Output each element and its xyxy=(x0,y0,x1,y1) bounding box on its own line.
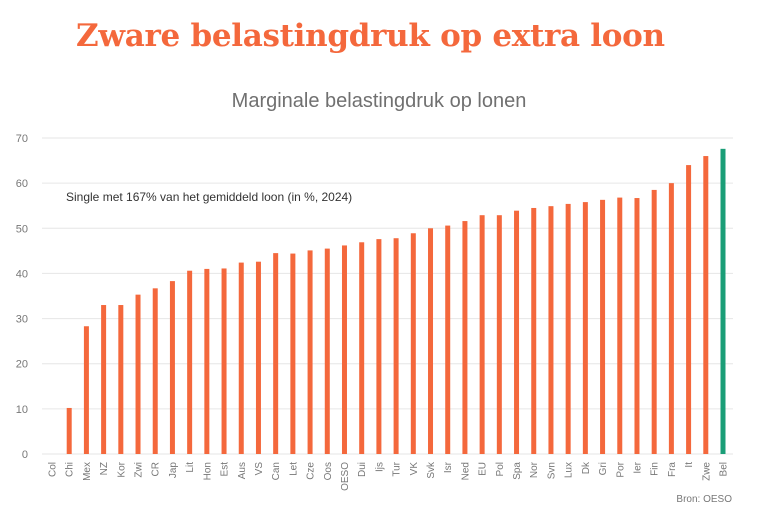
bar-can xyxy=(273,253,279,454)
x-tick-label: Zwe xyxy=(701,462,712,481)
x-tick-label: VS xyxy=(254,462,265,476)
bar-svn xyxy=(548,206,554,454)
bar-dk xyxy=(582,202,588,454)
bar-dui xyxy=(359,242,365,454)
bar-zwi xyxy=(135,294,141,454)
x-tick-label: Mex xyxy=(82,462,93,481)
y-tick-label: 10 xyxy=(16,404,28,416)
bar-fra xyxy=(668,183,674,454)
bar-oos xyxy=(324,248,330,454)
bar-oeso xyxy=(341,245,347,454)
bar-nor xyxy=(531,207,537,454)
bar-chi xyxy=(66,407,72,454)
bar-vs xyxy=(255,261,261,454)
bar-por xyxy=(617,197,623,455)
x-tick-label: Zwi xyxy=(134,462,145,478)
y-tick-label: 20 xyxy=(16,359,28,371)
source-note: Bron: OESO xyxy=(676,494,732,505)
bar-bel xyxy=(720,148,726,454)
bar-ier xyxy=(634,198,640,454)
y-tick-label: 30 xyxy=(16,314,28,326)
bar-lit xyxy=(187,270,193,454)
bar-gri xyxy=(600,199,606,454)
bar-lux xyxy=(565,203,571,454)
y-tick-label: 60 xyxy=(16,178,28,190)
bar-eu xyxy=(479,215,485,454)
bar-tur xyxy=(393,238,399,454)
bar-vk xyxy=(410,233,416,454)
x-tick-label: Svn xyxy=(546,462,557,479)
bar-svk xyxy=(428,228,434,454)
x-tick-label: Ijs xyxy=(374,462,385,472)
x-tick-label: Gri xyxy=(598,462,609,475)
bar-hon xyxy=(204,268,210,454)
x-tick-label: OESO xyxy=(340,462,351,491)
x-tick-label: Por xyxy=(615,461,626,477)
bar-cze xyxy=(307,250,313,454)
headline: Zware belastingdruk op extra loon xyxy=(76,18,665,54)
x-tick-label: Lit xyxy=(185,462,196,473)
x-tick-label: It xyxy=(684,462,695,468)
x-tick-label: Fin xyxy=(650,462,661,476)
bar-it xyxy=(686,165,692,455)
bar-let xyxy=(290,253,296,454)
x-tick-label: Oos xyxy=(323,462,334,480)
y-tick-label: 40 xyxy=(16,268,28,280)
x-tick-label: Aus xyxy=(237,462,248,479)
bar-aus xyxy=(238,262,244,454)
x-tick-label: Dui xyxy=(357,462,368,477)
x-tick-label: Chi xyxy=(65,462,76,477)
bar-isr xyxy=(445,225,451,454)
x-tick-label: Bel xyxy=(719,462,730,476)
x-tick-label: Nor xyxy=(529,461,540,478)
bar-ned xyxy=(462,221,468,454)
x-tick-label: Dk xyxy=(581,461,592,474)
chart-annotation: Single met 167% van het gemiddeld loon (… xyxy=(66,190,353,204)
x-tick-label: Let xyxy=(288,462,299,476)
y-tick-label: 70 xyxy=(16,133,28,145)
x-tick-label: Hon xyxy=(202,462,213,480)
bar-mex xyxy=(83,326,89,454)
x-tick-label: Est xyxy=(220,462,231,477)
bar-jap xyxy=(169,281,175,454)
bar-spa xyxy=(514,210,520,454)
y-tick-label: 0 xyxy=(22,449,28,461)
bar-ijs xyxy=(376,239,382,454)
bar-fin xyxy=(651,189,657,454)
x-tick-label: Svk xyxy=(426,461,437,479)
x-tick-label: Can xyxy=(271,462,282,480)
x-tick-label: Ned xyxy=(460,462,471,480)
x-tick-label: Lux xyxy=(564,462,575,478)
x-tick-label: Fra xyxy=(667,462,678,477)
y-tick-label: 50 xyxy=(16,223,28,235)
bar-est xyxy=(221,268,227,454)
bar-pol xyxy=(496,215,502,454)
bar-kor xyxy=(118,305,124,454)
bar-nz xyxy=(101,305,107,454)
x-tick-label: Spa xyxy=(512,462,523,480)
x-tick-label: Isr xyxy=(443,461,454,473)
bar-zwe xyxy=(703,156,709,455)
chart-title: Marginale belastingdruk op lonen xyxy=(231,90,527,112)
x-tick-label: Jap xyxy=(168,462,179,479)
x-tick-label: NZ xyxy=(99,462,110,475)
x-tick-label: CR xyxy=(151,462,162,476)
x-tick-label: Tur xyxy=(392,461,403,476)
x-tick-label: EU xyxy=(478,462,489,476)
x-tick-label: Ier xyxy=(632,461,643,473)
x-tick-label: Cze xyxy=(306,462,317,480)
x-tick-label: VK xyxy=(409,462,420,476)
x-tick-label: Kor xyxy=(116,461,127,477)
x-tick-label: Pol xyxy=(495,462,506,476)
bar-cr xyxy=(152,288,158,454)
x-tick-label: Col xyxy=(48,462,59,477)
